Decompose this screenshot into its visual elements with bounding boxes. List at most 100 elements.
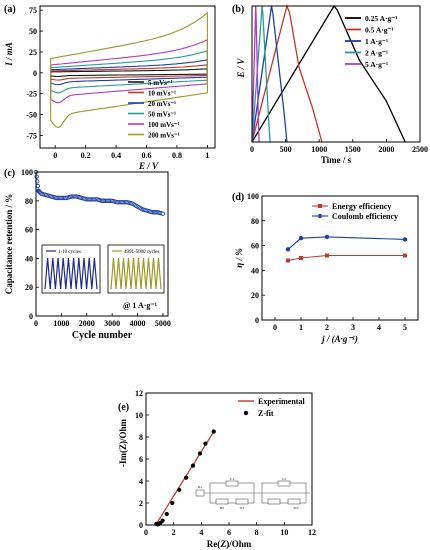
efficiency-series-line <box>287 254 405 262</box>
circuit-capacitor <box>225 480 239 487</box>
legend-label: 100 mVs⁻¹ <box>148 121 180 129</box>
circuit-element-r1 <box>195 489 205 497</box>
x-tick-label: 4 <box>377 323 381 332</box>
panel-label-c: (c) <box>4 168 15 179</box>
gcd-series-line <box>251 4 406 143</box>
legend-label: 20 mVs⁻¹ <box>148 100 176 108</box>
y-axis-label: I / mA <box>4 42 14 67</box>
retention-point <box>35 183 41 189</box>
circuit-label: W1 <box>239 506 244 510</box>
cv-series-line <box>50 11 208 129</box>
y-axis-label: Capacitance retention / % <box>4 194 14 295</box>
y-tick-label: 0 <box>255 316 259 325</box>
y-axis-label: E / V <box>236 58 246 79</box>
zfit-point <box>211 429 216 434</box>
efficiency-point <box>298 235 304 241</box>
x-tick-label: 0 <box>53 151 57 160</box>
legend-label: 10 mVs⁻¹ <box>148 90 176 98</box>
x-tick-label: 6 <box>227 528 231 537</box>
gcd-series-line <box>251 5 271 143</box>
y-tick-label: 25 <box>29 48 37 57</box>
y-tick-label: 60 <box>25 226 33 235</box>
efficiency-point <box>324 234 330 240</box>
y-tick-label: 100 <box>21 168 33 177</box>
x-tick-label: 8 <box>255 528 259 537</box>
legend-marker <box>318 214 322 218</box>
x-tick-label: 0 <box>273 323 277 332</box>
equivalent-circuit: R1 C1 R2 W1 C2 W2 <box>195 477 310 510</box>
circuit-resistor <box>215 498 229 505</box>
gcd-series-line <box>251 5 288 143</box>
inset-cycles-line <box>44 257 98 290</box>
inset-legend-label: 4991-5000 cycles <box>124 250 159 255</box>
zfit-point <box>160 518 165 523</box>
x-axis-label: Time / s <box>321 155 352 165</box>
y-tick-label: -25 <box>26 90 37 99</box>
circuit-label: R1 <box>198 485 202 489</box>
x-tick-label: 2000 <box>79 319 95 328</box>
x-tick-label: 1000 <box>311 145 327 154</box>
circuit-warburg <box>287 498 301 505</box>
x-tick-label: 5000 <box>155 319 171 328</box>
y-tick-label: 75 <box>29 6 37 15</box>
circuit-warburg <box>235 498 249 505</box>
x-axis-label: E / V <box>138 161 159 171</box>
x-tick-label: 2 <box>172 528 176 537</box>
panel-label-e: (e) <box>118 402 129 413</box>
y-tick-label: 60 <box>251 242 259 251</box>
efficiency-point <box>286 258 290 263</box>
gcd-series-line <box>251 5 260 143</box>
legend-label: Energy efficiency <box>332 202 391 211</box>
y-tick-label: 10 <box>135 411 143 420</box>
circuit-resistor <box>267 498 281 505</box>
y-tick-label: 12 <box>135 389 143 398</box>
x-tick-label: 0.6 <box>142 151 152 160</box>
circuit-label: R2 <box>220 506 224 510</box>
y-tick-label: 80 <box>25 197 33 206</box>
x-axis-label: j / (A·g⁻¹) <box>320 334 358 344</box>
panel-a-plot-area <box>39 5 216 149</box>
zfit-point <box>184 475 189 480</box>
x-tick-label: 500 <box>280 145 292 154</box>
x-tick-label: 0 <box>250 145 254 154</box>
y-tick-label: 8 <box>139 433 143 442</box>
x-tick-label: 4000 <box>130 319 146 328</box>
y-tick-label: -50 <box>26 111 37 120</box>
efficiency-point <box>325 253 329 258</box>
panel-label-a: (a) <box>4 4 16 15</box>
y-tick-label: 20 <box>251 291 259 300</box>
zfit-point <box>190 463 196 468</box>
panel-e-plot-area <box>145 392 313 526</box>
x-tick-label: 1000 <box>53 319 69 328</box>
panel-c-plot-area <box>35 171 169 317</box>
x-tick-label: 12 <box>308 528 316 537</box>
y-tick-label: 50 <box>29 27 37 36</box>
circuit-label: C1 <box>230 477 234 481</box>
retention-point <box>34 174 39 179</box>
efficiency-series-line <box>287 236 406 250</box>
efficiency-point <box>285 247 291 252</box>
inset-cycles-line <box>110 257 162 290</box>
legend-label: Coulomb efficiency <box>332 212 398 221</box>
legend-label: 5 A·g⁻¹ <box>365 60 388 69</box>
zfit-point <box>203 441 208 446</box>
efficiency-point <box>403 253 407 258</box>
panel-label-b: (b) <box>232 4 244 15</box>
legend-marker <box>243 410 249 416</box>
efficiency-point <box>402 237 408 242</box>
panel-d-plot-area <box>261 195 419 321</box>
efficiency-point <box>299 256 303 260</box>
x-tick-label: 0 <box>34 319 38 328</box>
zfit-point <box>177 487 182 492</box>
legend-label: Z-fit <box>258 409 274 418</box>
y-tick-label: 20 <box>25 283 33 292</box>
x-axis-label: Cycle number <box>72 330 133 341</box>
y-tick-label: 6 <box>139 455 143 464</box>
legend-marker <box>318 204 322 208</box>
x-tick-label: 0.2 <box>81 151 91 160</box>
x-tick-label: 10 <box>280 528 288 537</box>
x-tick-label: 0.4 <box>111 151 121 160</box>
panel-label-d: (d) <box>232 192 244 203</box>
y-axis-label: η / % <box>234 248 244 268</box>
x-tick-label: 1500 <box>345 145 361 154</box>
